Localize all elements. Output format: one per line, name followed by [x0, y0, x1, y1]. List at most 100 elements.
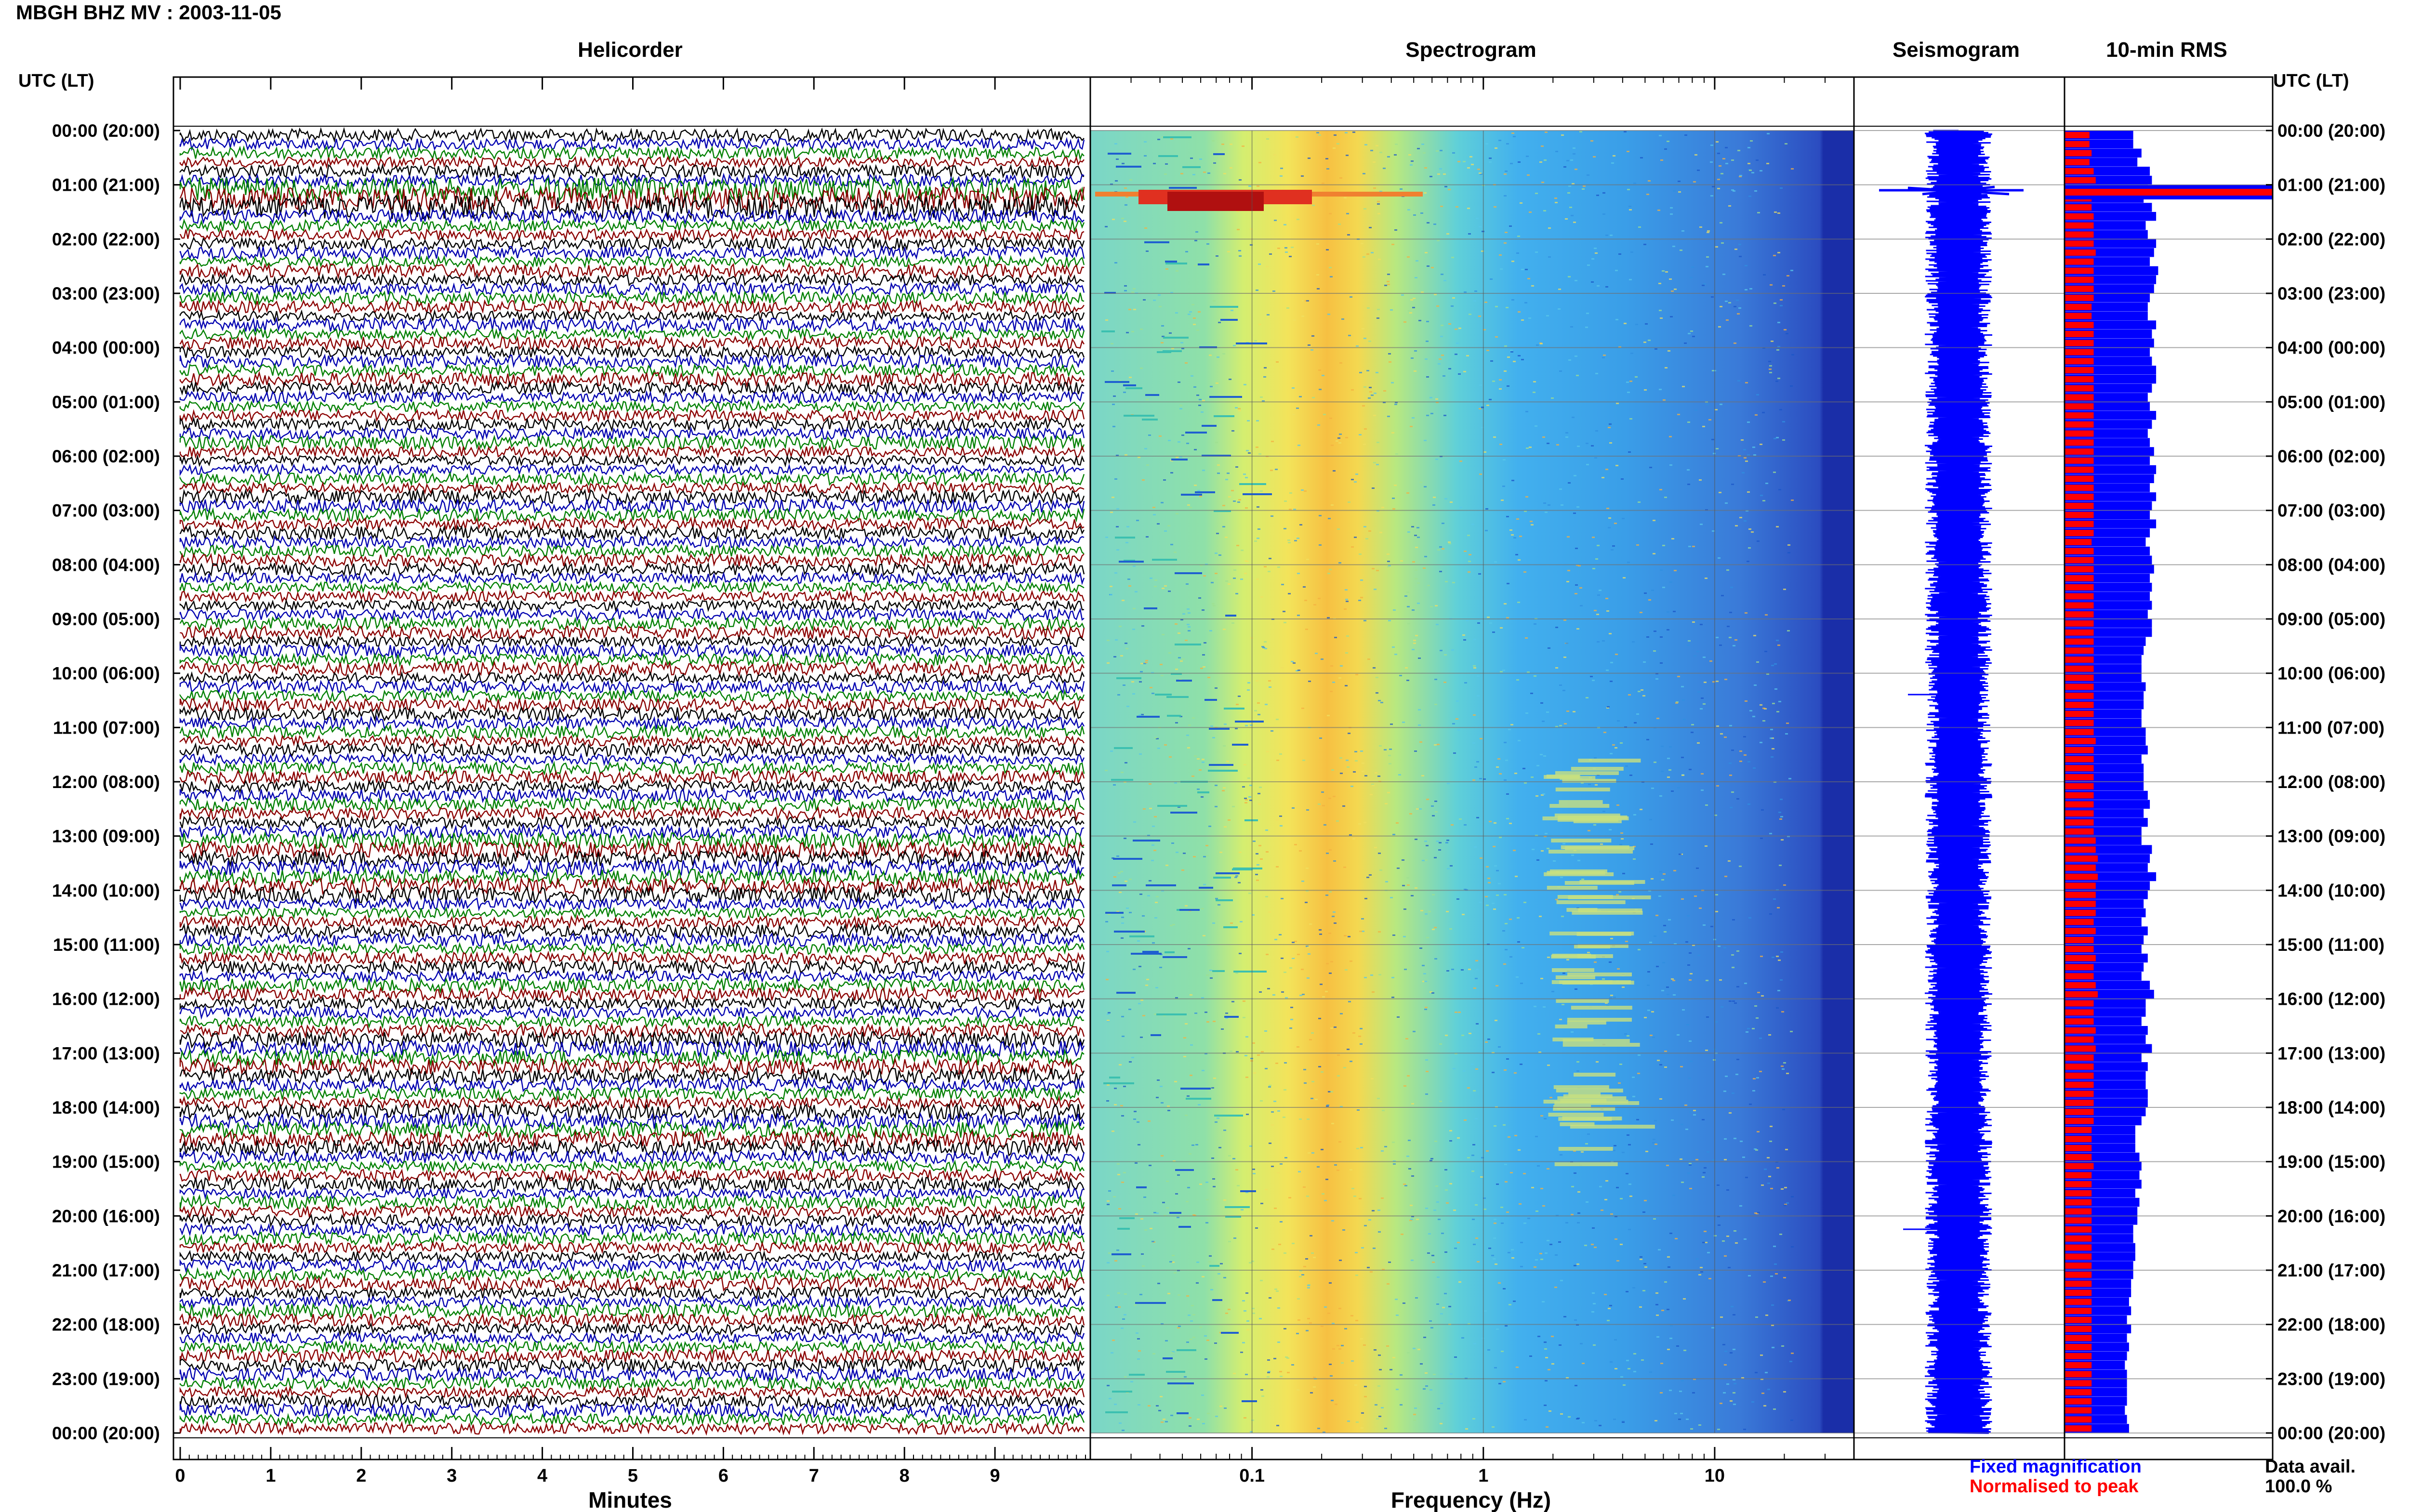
spectrogram-pixel [1677, 414, 1680, 415]
spectrogram-pixel [1660, 1363, 1663, 1364]
spectrogram-band [1571, 767, 1624, 771]
spectrogram-pixel [1766, 673, 1769, 675]
spectrogram-pixel [1694, 409, 1697, 411]
spectrogram-pixel [1685, 941, 1688, 943]
spectrogram-pixel [1669, 436, 1672, 437]
spectrogram-pixel [1238, 408, 1241, 409]
spectrogram-pixel [1274, 1288, 1277, 1290]
spectrogram-pixel [1263, 376, 1266, 378]
helicorder-trace [179, 1249, 1085, 1264]
spectrogram-pixel [1628, 1229, 1631, 1230]
minute-tick-label: 4 [537, 1466, 547, 1486]
spectrogram-pixel [1737, 150, 1740, 151]
helicorder-trace [179, 1077, 1085, 1093]
spectrogram-pixel [1203, 666, 1205, 668]
spectrogram-pixel [1732, 967, 1734, 968]
spectrogram-pixel [1222, 505, 1225, 506]
spectrogram-pixel [1334, 1164, 1337, 1166]
time-label-right: 17:00 (13:00) [2277, 1043, 2385, 1063]
spectrogram-pixel [1674, 289, 1677, 290]
spectrogram-pixel [1181, 348, 1184, 349]
spectrogram-pixel [1566, 1377, 1569, 1379]
spectrogram-streak [1169, 1212, 1181, 1214]
spectrogram-pixel [1633, 1371, 1636, 1372]
spectrogram-pixel [1477, 1261, 1480, 1262]
spectrogram-pixel [1630, 251, 1633, 253]
spectrogram-pixel [1471, 1155, 1474, 1156]
spectrogram-pixel [1407, 884, 1410, 886]
spectrogram-pixel [1299, 1276, 1302, 1277]
helicorder-trace [179, 208, 1085, 225]
spectrogram-pixel [1650, 1035, 1653, 1036]
spectrogram-pixel [1411, 895, 1414, 896]
spectrogram-pixel [1240, 921, 1243, 922]
spectrogram-pixel [1107, 1200, 1110, 1202]
spectrogram-pixel [1301, 316, 1304, 317]
spectrogram-pixel [1575, 1385, 1577, 1386]
spectrogram-pixel [1745, 612, 1747, 614]
spectrogram-pixel [1301, 489, 1304, 491]
spectrogram-pixel [1729, 775, 1732, 776]
spectrogram-pixel [1276, 719, 1279, 720]
spectrogram-pixel [1170, 472, 1173, 473]
spectrogram-pixel [1527, 671, 1530, 673]
spectrogram-pixel [1569, 207, 1572, 208]
spectrogram-pixel [1520, 1266, 1523, 1267]
spectrogram-pixel [1443, 682, 1446, 683]
spectrogram-pixel [1133, 821, 1136, 823]
spectrogram-pixel [1579, 131, 1582, 132]
spectrogram-pixel [1371, 784, 1374, 785]
spectrogram-pixel [1547, 957, 1550, 958]
spectrogram-pixel [1655, 1292, 1658, 1294]
spectrogram-pixel [1228, 496, 1231, 498]
helicorder-panel [179, 127, 1085, 1436]
spectrogram-pixel [1351, 1188, 1354, 1189]
data-avail-label: Data avail. [2265, 1457, 2356, 1477]
spectrogram-pixel [1476, 969, 1479, 970]
spectrogram-pixel [1136, 520, 1139, 521]
spectrogram-pixel [1338, 1308, 1341, 1309]
spectrogram-streak [1224, 1016, 1239, 1018]
helicorder-trace [179, 778, 1085, 794]
spectrogram-pixel [1186, 443, 1189, 444]
spectrogram-pixel [1342, 805, 1345, 807]
spectrogram-pixel [1672, 246, 1675, 247]
spectrogram-pixel [1754, 684, 1757, 686]
spectrogram-pixel [1245, 1036, 1248, 1038]
spectrogram-pixel [1415, 578, 1417, 579]
spectrogram-pixel [1288, 542, 1291, 543]
spectrogram-pixel [1633, 814, 1636, 815]
spectrogram-pixel [1535, 1259, 1538, 1261]
spectrogram-pixel [1660, 636, 1663, 638]
spectrogram-pixel [1467, 1157, 1470, 1158]
spectrogram-pixel [1547, 848, 1549, 849]
spectrogram-pixel [1465, 1428, 1468, 1430]
spectrogram-pixel [1363, 338, 1366, 339]
spectrogram-pixel [1297, 1319, 1300, 1321]
spectrogram-pixel [1626, 1291, 1628, 1292]
spectrogram-pixel [1143, 299, 1146, 301]
spectrogram-pixel [1247, 777, 1250, 779]
spectrogram-pixel [1506, 617, 1509, 618]
spectrogram-pixel [1644, 592, 1647, 594]
spectrogram-pixel [1652, 1142, 1655, 1144]
spectrogram-pixel [1307, 1287, 1310, 1288]
spectrogram-pixel [1390, 723, 1393, 725]
spectrogram-pixel [1440, 650, 1443, 651]
spectrogram-pixel [1108, 1190, 1111, 1192]
spectrogram-pixel [1121, 917, 1124, 918]
spectrogram-pixel [1259, 1318, 1262, 1319]
spectrogram-pixel [1790, 1420, 1793, 1421]
rms-bar-normalised [2065, 946, 2094, 952]
spectrogram-pixel [1649, 1371, 1652, 1373]
spectrogram-pixel [1308, 344, 1310, 346]
spectrogram-pixel [1269, 1085, 1271, 1086]
spectrogram-pixel [1725, 147, 1728, 148]
spectrogram-pixel [1523, 902, 1526, 903]
spectrogram-pixel [1660, 662, 1663, 664]
spectrogram-pixel [1166, 1207, 1169, 1209]
spectrogram-pixel [1477, 169, 1480, 170]
spectrogram-pixel [1654, 631, 1656, 632]
spectrogram-pixel [1521, 359, 1524, 360]
spectrogram-pixel [1413, 1348, 1416, 1349]
